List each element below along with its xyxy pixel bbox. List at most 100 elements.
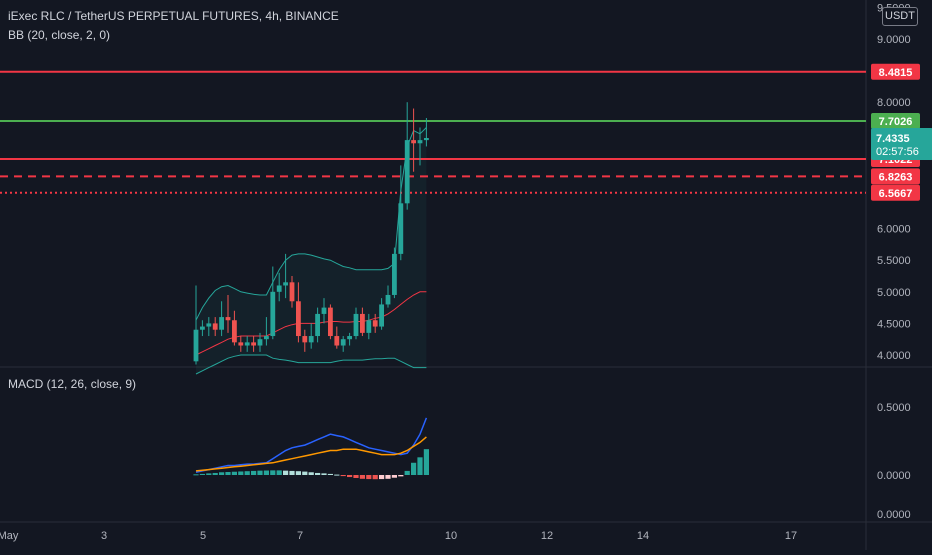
price-tick-label: 4.0000 [877, 350, 911, 362]
macd-histogram-bar [231, 471, 237, 475]
candle-body [424, 138, 429, 141]
candle-body [219, 317, 224, 330]
bb-band-fill [196, 127, 427, 374]
candle-body [315, 313, 320, 337]
candle-body [366, 320, 372, 333]
candle-body [251, 342, 256, 346]
line-price-tag [871, 168, 920, 185]
macd-histogram-bar [238, 471, 244, 475]
candle-body [334, 336, 340, 346]
macd-histogram-bar [251, 470, 257, 475]
macd-line [195, 417, 428, 474]
candle-body [417, 140, 423, 144]
line-price-tag [871, 184, 920, 201]
symbol-title[interactable]: iExec RLC / TetherUS PERPETUAL FUTURES, … [8, 9, 339, 23]
candle-body [321, 307, 327, 314]
macd-tick-label: 0.0000 [877, 509, 911, 521]
macd-histogram-bar [372, 475, 378, 480]
macd-histogram-bar [347, 475, 353, 478]
candle-body [296, 301, 301, 337]
candle-body [289, 282, 295, 302]
macd-histogram-bar [263, 470, 269, 475]
macd-histogram-bar [353, 475, 359, 478]
macd-histogram-bar [270, 470, 276, 475]
time-tick-label: 10 [445, 530, 457, 542]
price-tick-label: 5.0000 [877, 287, 911, 299]
macd-histogram-bar [302, 471, 308, 475]
macd-histogram-bar [276, 470, 282, 475]
macd-histogram-bar [391, 475, 397, 478]
macd-histogram-bar [327, 473, 333, 475]
macd-histogram-bar [321, 473, 327, 475]
candle-body [206, 323, 212, 327]
macd-histogram-bar [289, 470, 295, 475]
candle-body [360, 313, 365, 333]
candle-body [372, 320, 378, 327]
time-tick-label: 7 [297, 530, 303, 542]
candle-body [193, 329, 199, 362]
macd-histogram-bar [193, 474, 199, 476]
macd-histogram-bar [411, 462, 417, 475]
line-price-label: 6.8263 [879, 171, 913, 183]
current-price-label: 7.4335 [876, 133, 910, 145]
time-tick-label: 12 [541, 530, 553, 542]
candle-body [392, 253, 397, 295]
candle-body [411, 140, 416, 144]
candle-body [347, 336, 352, 340]
line-price-tag [871, 112, 920, 129]
candle-body [308, 336, 314, 343]
macd-histogram-bar [385, 475, 391, 479]
macd-histogram-bar [206, 473, 212, 475]
price-tick-label: 9.0000 [877, 34, 911, 46]
candle-body [276, 285, 282, 292]
time-tick-label: 14 [637, 530, 649, 542]
candle-body [385, 294, 391, 305]
line-price-tag [871, 63, 920, 80]
currency-badge[interactable]: USDT [882, 7, 918, 26]
time-tick-label: 5 [200, 530, 206, 542]
macd-histogram-bar [283, 470, 289, 475]
macd-histogram-bar [308, 472, 314, 475]
candle-body [225, 317, 231, 321]
candle-body [353, 313, 359, 337]
macd-tick-label: 0.0000 [877, 470, 911, 482]
price-tick-label: 5.5000 [877, 255, 911, 267]
candle-body [244, 342, 250, 346]
price-tick-label: 6.0000 [877, 224, 911, 236]
macd-histogram-bar [199, 473, 205, 475]
price-tick-label: 4.5000 [877, 318, 911, 330]
macd-indicator-label[interactable]: MACD (12, 26, close, 9) [8, 377, 137, 391]
macd-histogram-bar [315, 472, 321, 475]
macd-histogram-bar [334, 474, 340, 476]
bb-indicator-label[interactable]: BB (20, close, 2, 0) [8, 28, 111, 42]
candle-body [283, 282, 288, 286]
candle-body [212, 323, 218, 330]
macd-histogram-bar [244, 471, 250, 475]
macd-histogram-bar [359, 475, 365, 479]
macd-histogram-bar [225, 472, 231, 475]
candle-body [257, 339, 263, 346]
bb-lower-line [195, 354, 427, 375]
macd-histogram-bar [423, 449, 429, 475]
candle-body [264, 336, 269, 340]
macd-histogram-bar [295, 471, 301, 475]
macd-histogram-bar [212, 472, 218, 475]
candle-body [270, 291, 276, 337]
candle-body [302, 336, 308, 343]
macd-histogram-bar [398, 475, 404, 477]
macd-histogram-bar [379, 475, 385, 480]
candle-body [328, 307, 333, 337]
line-price-label: 8.4815 [879, 67, 913, 79]
macd-tick-label: 0.5000 [877, 402, 911, 414]
candle-body [398, 203, 404, 254]
line-price-label: 6.5667 [879, 188, 913, 200]
line-price-label: 7.7026 [879, 116, 913, 128]
candle-body [340, 339, 346, 346]
time-tick-label: 3 [101, 530, 107, 542]
countdown-label: 02:57:56 [876, 146, 919, 158]
candle-body [238, 342, 244, 346]
signal-line [195, 436, 427, 472]
time-tick-label: May [0, 530, 19, 542]
